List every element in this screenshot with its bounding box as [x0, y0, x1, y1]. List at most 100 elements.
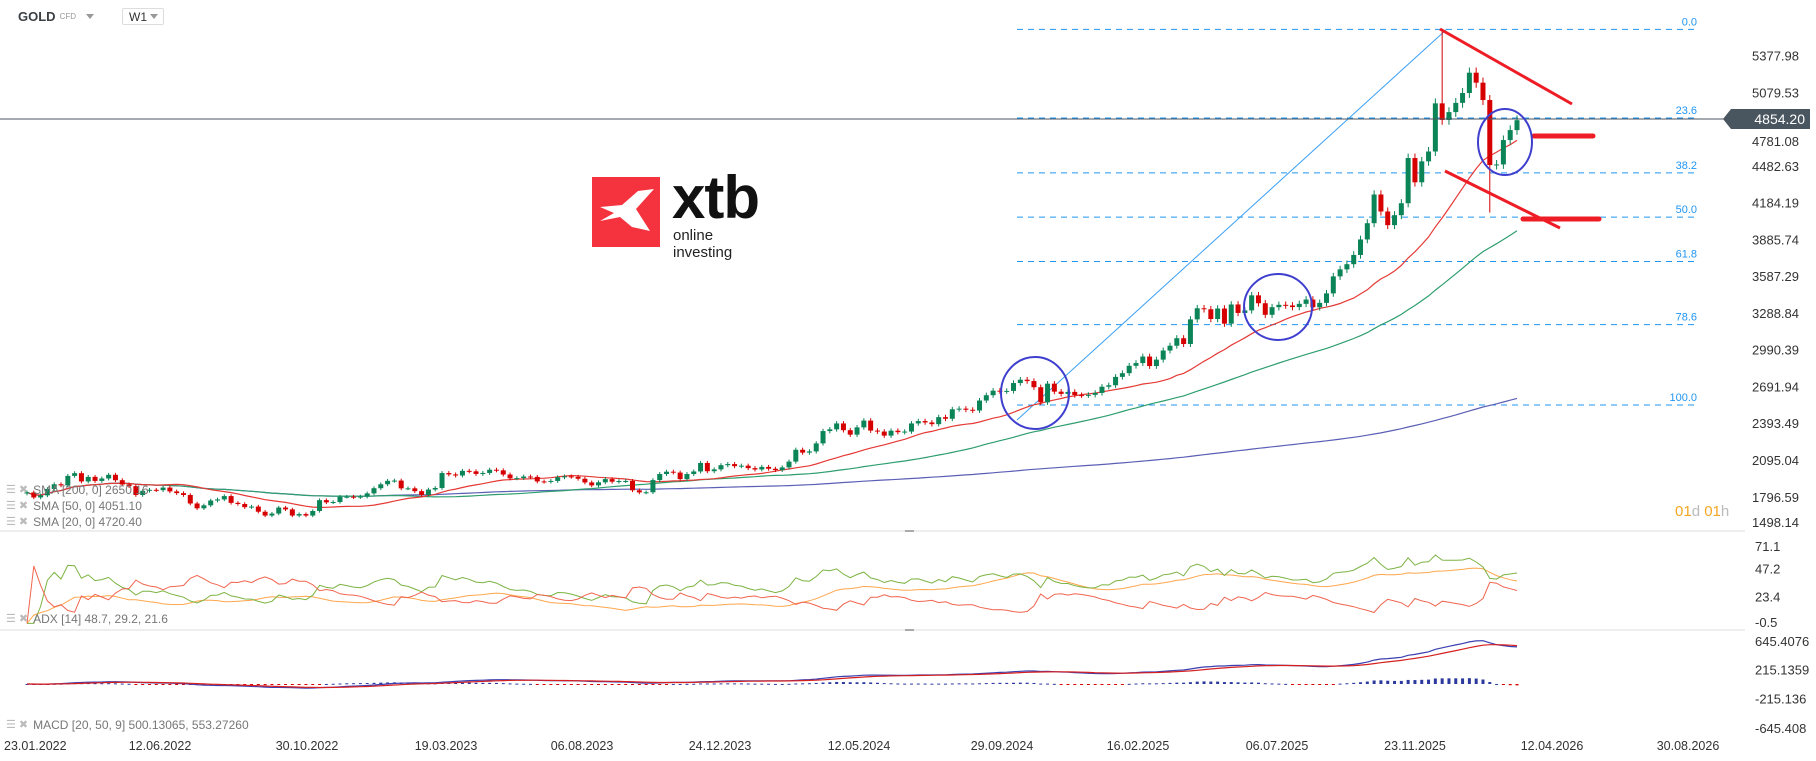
- candle-bullish[interactable]: [1174, 338, 1180, 346]
- candle-bullish[interactable]: [1092, 392, 1098, 395]
- candle-bullish[interactable]: [1004, 390, 1010, 392]
- candle-bullish[interactable]: [990, 390, 996, 396]
- candle-bullish[interactable]: [1113, 376, 1119, 386]
- candle-bullish[interactable]: [405, 488, 411, 490]
- candle-bearish[interactable]: [1181, 338, 1187, 344]
- candle-bearish[interactable]: [1024, 379, 1030, 382]
- candle-bearish[interactable]: [541, 481, 547, 483]
- candle-bullish[interactable]: [201, 505, 207, 509]
- candle-bullish[interactable]: [276, 507, 282, 514]
- candle-bullish[interactable]: [813, 443, 819, 452]
- candle-bullish[interactable]: [834, 423, 840, 430]
- candle-bearish[interactable]: [1201, 308, 1207, 310]
- candle-bullish[interactable]: [759, 466, 765, 470]
- candle-bearish[interactable]: [1378, 194, 1384, 212]
- candle-bearish[interactable]: [133, 486, 139, 495]
- candle-bullish[interactable]: [317, 500, 323, 511]
- candle-bullish[interactable]: [208, 500, 214, 506]
- candle-bullish[interactable]: [820, 431, 826, 444]
- candle-bullish[interactable]: [1017, 379, 1023, 384]
- candle-bearish[interactable]: [1262, 303, 1268, 315]
- candle-bullish[interactable]: [1119, 373, 1125, 377]
- candle-bearish[interactable]: [847, 430, 853, 435]
- candle-bearish[interactable]: [507, 474, 513, 479]
- candle-bullish[interactable]: [269, 513, 275, 516]
- candle-bullish[interactable]: [1276, 304, 1282, 308]
- candle-bullish[interactable]: [432, 487, 438, 490]
- candle-bearish[interactable]: [255, 506, 261, 512]
- candle-bearish[interactable]: [1058, 391, 1064, 394]
- candle-bullish[interactable]: [1500, 140, 1506, 165]
- candle-bearish[interactable]: [582, 478, 588, 483]
- candle-bullish[interactable]: [1419, 161, 1425, 183]
- settings-icon[interactable]: ☰ ✖: [6, 516, 29, 528]
- candle-bullish[interactable]: [1371, 194, 1377, 224]
- candle-bullish[interactable]: [160, 487, 166, 491]
- candle-bullish[interactable]: [718, 465, 724, 470]
- candle-bullish[interactable]: [1344, 264, 1350, 270]
- candle-bullish[interactable]: [806, 451, 812, 453]
- candle-bullish[interactable]: [793, 449, 799, 462]
- candle-bullish[interactable]: [65, 475, 71, 486]
- candle-bearish[interactable]: [568, 476, 574, 478]
- candle-bullish[interactable]: [725, 464, 731, 466]
- candle-bullish[interactable]: [977, 400, 983, 411]
- candle-bearish[interactable]: [1283, 304, 1289, 306]
- candle-bullish[interactable]: [1398, 203, 1404, 216]
- panel-resize-handle[interactable]: [905, 530, 914, 532]
- candle-bullish[interactable]: [378, 484, 384, 489]
- candle-bullish[interactable]: [72, 473, 78, 476]
- candle-bearish[interactable]: [1208, 309, 1214, 319]
- candle-bullish[interactable]: [330, 502, 336, 504]
- candle-bullish[interactable]: [371, 488, 377, 494]
- candle-bullish[interactable]: [650, 480, 656, 493]
- candle-bullish[interactable]: [1249, 295, 1255, 311]
- candle-bullish[interactable]: [1323, 293, 1329, 303]
- settings-icon[interactable]: ☰ ✖: [6, 500, 29, 512]
- candle-bullish[interactable]: [364, 493, 370, 497]
- candle-bearish[interactable]: [500, 470, 506, 475]
- candle-bullish[interactable]: [691, 471, 697, 475]
- candle-bullish[interactable]: [439, 473, 445, 488]
- candle-bullish[interactable]: [1045, 383, 1051, 403]
- candle-bearish[interactable]: [609, 479, 615, 482]
- candle-bearish[interactable]: [78, 473, 84, 482]
- highlight-circle[interactable]: [1243, 273, 1313, 341]
- candle-bullish[interactable]: [779, 467, 785, 471]
- candle-bullish[interactable]: [1466, 72, 1472, 94]
- candle-bearish[interactable]: [942, 417, 948, 419]
- candle-bearish[interactable]: [1473, 72, 1479, 83]
- candle-bullish[interactable]: [711, 469, 717, 472]
- candle-bullish[interactable]: [1126, 365, 1132, 374]
- candle-bullish[interactable]: [1460, 93, 1466, 103]
- candle-bearish[interactable]: [289, 509, 295, 516]
- candle-bearish[interactable]: [323, 500, 329, 503]
- candle-bearish[interactable]: [473, 471, 479, 474]
- candle-bearish[interactable]: [745, 465, 751, 469]
- candle-bullish[interactable]: [936, 417, 942, 425]
- candle-bullish[interactable]: [983, 395, 989, 401]
- candle-bullish[interactable]: [657, 474, 663, 481]
- candle-bearish[interactable]: [1038, 387, 1044, 403]
- candle-bullish[interactable]: [861, 420, 867, 428]
- candle-bullish[interactable]: [1507, 130, 1513, 141]
- settings-icon[interactable]: ☰ ✖: [6, 484, 29, 496]
- candle-bearish[interactable]: [1385, 211, 1391, 226]
- candle-bullish[interactable]: [38, 495, 44, 498]
- upper-channel-line[interactable]: [1439, 27, 1573, 106]
- candle-bearish[interactable]: [1412, 158, 1418, 183]
- candle-bearish[interactable]: [453, 474, 459, 476]
- candle-bearish[interactable]: [92, 476, 98, 481]
- candle-bearish[interactable]: [153, 489, 159, 491]
- candle-bullish[interactable]: [561, 476, 567, 478]
- candle-bearish[interactable]: [874, 430, 880, 432]
- candle-bullish[interactable]: [146, 489, 152, 491]
- candle-bullish[interactable]: [1453, 102, 1459, 113]
- candle-bullish[interactable]: [51, 484, 57, 489]
- candle-bullish[interactable]: [344, 496, 350, 498]
- candle-bearish[interactable]: [419, 491, 425, 495]
- candle-bearish[interactable]: [1439, 103, 1445, 120]
- candle-bearish[interactable]: [228, 496, 234, 503]
- candle-bullish[interactable]: [99, 478, 105, 481]
- candle-bullish[interactable]: [1494, 164, 1500, 166]
